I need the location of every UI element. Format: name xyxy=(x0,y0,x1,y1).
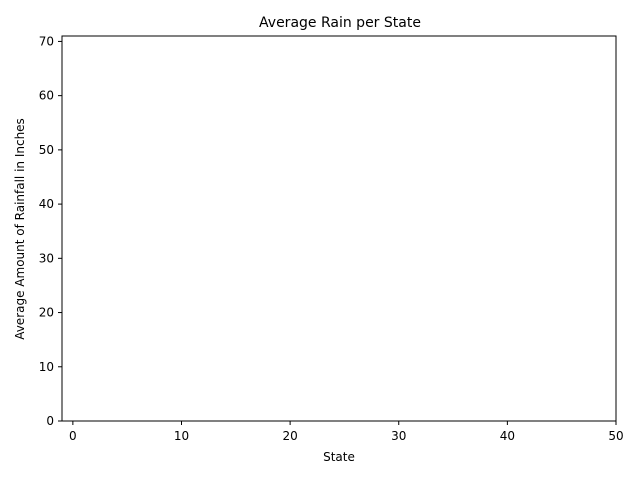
y-tick-label: 50 xyxy=(39,143,54,157)
y-axis-ticks: 0 10 20 30 40 50 60 70 xyxy=(39,34,62,428)
x-tick-label: 40 xyxy=(500,429,515,443)
y-tick-label: 30 xyxy=(39,251,54,265)
plot-frame xyxy=(61,35,617,422)
chart-title: Average Rain per State xyxy=(259,15,421,31)
y-tick-label: 20 xyxy=(39,306,54,320)
y-tick-label: 0 xyxy=(46,414,54,428)
y-axis-title: Average Amount of Rainfall in Inches xyxy=(13,118,27,340)
y-tick-label: 70 xyxy=(39,34,54,48)
x-tick-label: 20 xyxy=(282,429,297,443)
y-tick-label: 40 xyxy=(39,197,54,211)
x-tick-label: 30 xyxy=(391,429,406,443)
y-tick-label: 60 xyxy=(39,89,54,103)
y-tick-label: 10 xyxy=(39,360,54,374)
x-axis-ticks: 0 10 20 30 40 50 xyxy=(69,421,624,443)
x-tick-label: 10 xyxy=(174,429,189,443)
x-tick-label: 50 xyxy=(608,429,623,443)
x-axis-title: State xyxy=(323,450,355,464)
x-tick-label: 0 xyxy=(69,429,77,443)
plot-area: 0 10 20 30 40 50 0 10 20 30 40 50 60 70 xyxy=(39,34,624,443)
